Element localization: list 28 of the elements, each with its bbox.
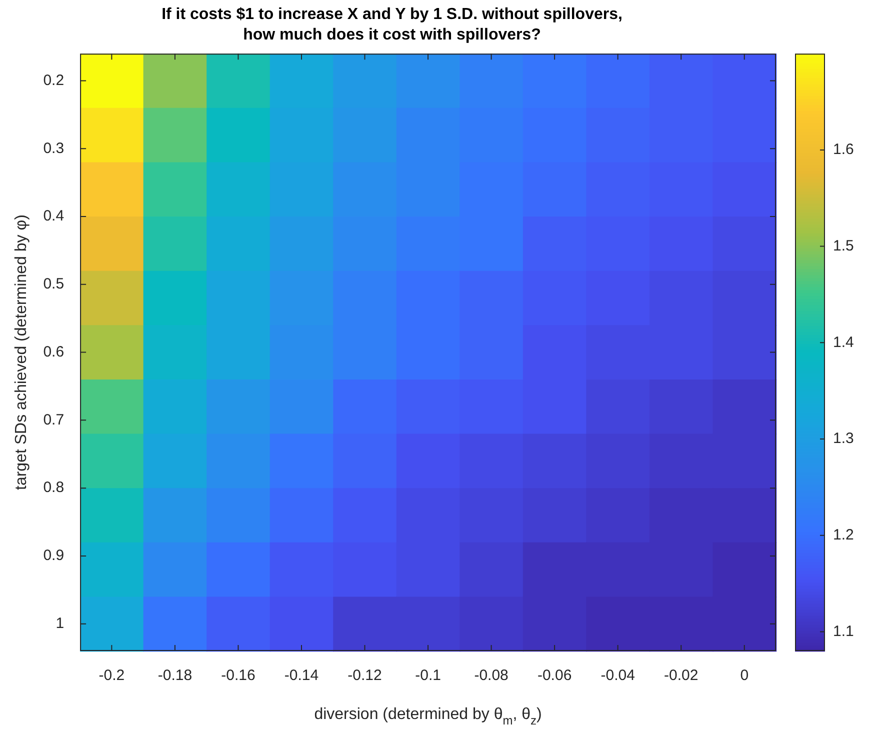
y-tick-label: 1: [56, 614, 64, 632]
x-tick-label: -0.06: [537, 667, 572, 684]
y-tick-label: 0.6: [43, 343, 64, 360]
color-bar-label: 1.3: [833, 430, 854, 448]
color-bar-label: 1.2: [833, 526, 854, 544]
x-tick-label: -0.14: [284, 667, 319, 684]
chart-title: If it costs $1 to increase X and Y by 1 S.D. without spillovers, how much does it cost with spillovers?: [162, 6, 622, 44]
x-tick-label: -0.12: [348, 667, 382, 684]
color-bar-label: 1.6: [833, 141, 854, 158]
y-axis-title: target SDs achieved (determined by φ): [13, 214, 30, 490]
color-bar-label: 1.1: [833, 622, 854, 640]
x-tick-label: -0.2: [98, 667, 125, 684]
y-tick-label: 0.7: [43, 411, 64, 428]
y-tick-label: 0.8: [43, 479, 64, 496]
y-tick-label: 0.2: [43, 72, 64, 89]
y-tick-label: 0.3: [43, 140, 64, 157]
color-bar-label: 1.5: [833, 237, 854, 254]
y-tick-label: 0.4: [43, 208, 64, 225]
x-tick-label: -0.08: [474, 667, 508, 684]
x-tick-label: -0.04: [600, 667, 635, 684]
x-tick-label: -0.16: [221, 667, 256, 684]
color-bar-label: 1.4: [833, 334, 854, 351]
x-tick-label: -0.18: [158, 667, 192, 684]
x-tick-label: -0.1: [415, 667, 441, 684]
x-tick-label: 0: [740, 667, 749, 684]
x-tick-label: -0.02: [664, 667, 698, 684]
y-tick-label: 0.9: [43, 547, 64, 564]
y-tick-label: 0.5: [43, 276, 64, 293]
